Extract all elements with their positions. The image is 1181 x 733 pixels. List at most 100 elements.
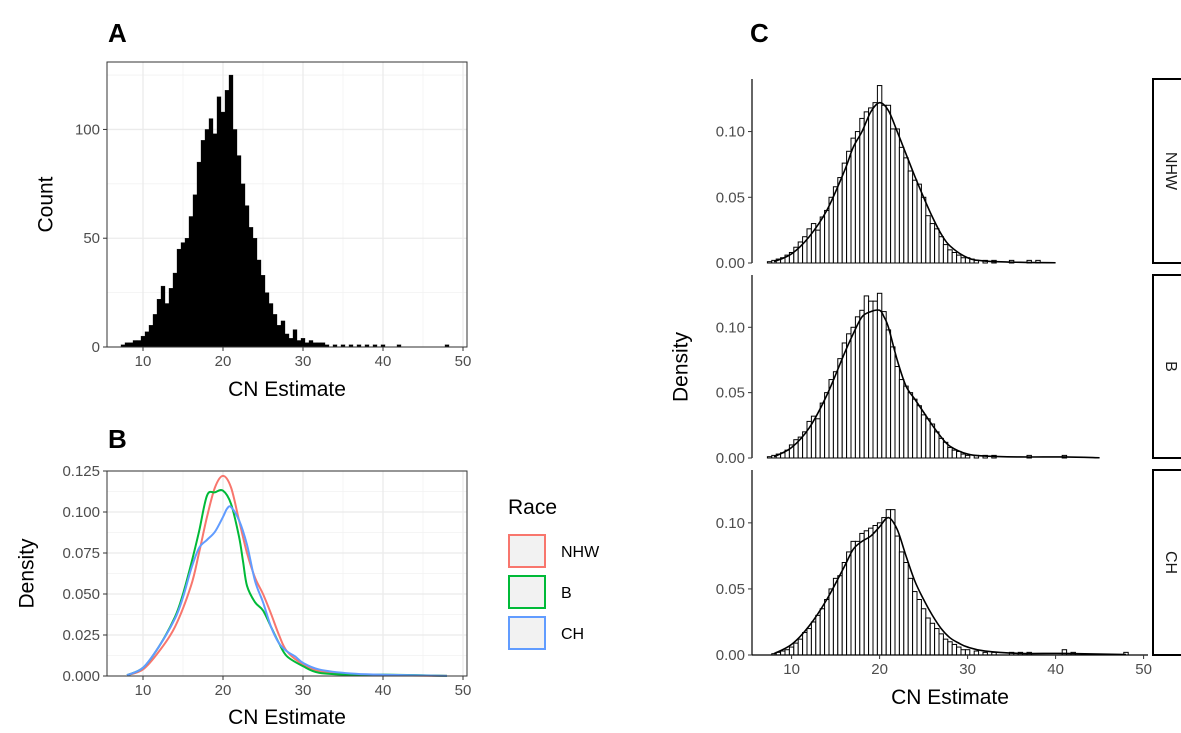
histogram-bar (916, 405, 922, 459)
histogram-bar (180, 242, 186, 348)
histogram-bar (766, 261, 773, 264)
race-legend: Race NHW B CH (508, 496, 600, 650)
histogram-bar (934, 628, 940, 656)
panel-b-x-tick-label: 30 (295, 682, 312, 699)
histogram-bar (828, 588, 834, 656)
histogram-bar (176, 248, 182, 348)
histogram-bar (164, 303, 170, 348)
facet-y-tick-label: 0.10 (716, 319, 745, 336)
histogram-bar (850, 540, 856, 656)
facet-y-tick-label: 0.05 (716, 581, 745, 598)
panel-a-x-tick-label: 20 (215, 353, 232, 370)
histogram-bar (156, 298, 162, 348)
panel-b-x-axis-title: CN Estimate (228, 706, 346, 729)
panel-a-x-axis-title: CN Estimate (228, 378, 346, 401)
histogram-bar (934, 431, 940, 459)
histogram-bar (208, 118, 214, 348)
histogram-bar (124, 342, 130, 348)
histogram-bar (815, 418, 821, 459)
facet-strip (1152, 274, 1181, 459)
facet-y-tick-label: 0.10 (716, 515, 745, 532)
histogram-bar (819, 216, 826, 264)
histogram-bar (832, 371, 839, 459)
histogram-bar (907, 577, 914, 656)
density-curve (773, 309, 1100, 459)
histogram-bar (951, 449, 958, 459)
panel-b-y-tick-label: 0.050 (62, 586, 100, 603)
panel-b-x-tick-label: 20 (215, 682, 232, 699)
histogram-bar (881, 104, 887, 264)
panel-c-x-tick-label: 40 (1047, 661, 1064, 678)
facet-ch: 0.00 0.05 0.10 CH (716, 469, 1181, 664)
legend-key-bg-ch (508, 616, 546, 650)
histogram-bar (810, 621, 817, 656)
histogram-bar (841, 562, 848, 656)
panel-a-y-tick-label: 0 (92, 339, 100, 356)
panel-b-y-tick-label: 0.075 (62, 545, 100, 562)
panel-b-x-tick-label: 10 (135, 682, 152, 699)
histogram-bar (837, 177, 843, 264)
histogram-bar (232, 129, 238, 348)
histogram-bar (903, 385, 909, 459)
histogram-bar (312, 342, 318, 348)
histogram-bar (859, 532, 865, 656)
histogram-bar (854, 540, 861, 656)
histogram-bar (168, 288, 174, 348)
histogram-bar (854, 316, 861, 459)
panel-a-letter: A (108, 18, 127, 48)
histogram-bar (890, 346, 896, 459)
panel-a-x-tick-label: 10 (135, 353, 152, 370)
panel-c-x-tick-label: 10 (783, 661, 800, 678)
panel-b-y-tick-label: 0.025 (62, 627, 100, 644)
histogram-bar (815, 614, 821, 656)
histogram-bar (846, 333, 852, 459)
histogram-bar (832, 577, 839, 656)
histogram-bar (784, 649, 790, 656)
histogram-bar (268, 303, 274, 348)
histogram-bar (876, 522, 883, 656)
histogram-bar (152, 314, 158, 348)
panel-a-y-tick-label: 100 (75, 121, 100, 138)
histogram-bar (925, 418, 931, 459)
histogram-bar (863, 530, 870, 656)
panel-a-y-tick-label: 50 (83, 230, 100, 247)
histogram-bar (832, 186, 839, 264)
histogram-bar (212, 133, 218, 348)
histogram-bar (184, 238, 190, 348)
histogram-bar (136, 340, 142, 348)
panel-c-x-tick-label: 20 (871, 661, 888, 678)
panel-a-x-tick-label: 40 (375, 353, 392, 370)
histogram-bar (942, 638, 949, 656)
histogram-bar (815, 229, 821, 264)
histogram-bar (224, 90, 230, 348)
histogram-bar (876, 85, 883, 264)
histogram-bar (256, 259, 262, 348)
legend-key-ch (508, 616, 546, 650)
histogram-bar (260, 275, 266, 348)
histogram-bar (912, 179, 918, 264)
density-curve (773, 516, 1127, 656)
facet-y-tick-label: 0.00 (716, 255, 745, 272)
histogram-bar (828, 379, 834, 459)
histogram-bar (252, 238, 258, 348)
panel-b-y-tick-label: 0.100 (62, 504, 100, 521)
legend-key-nhw (508, 534, 546, 568)
histogram-bar (885, 329, 892, 459)
histogram-bar (854, 131, 861, 264)
histogram-bar (934, 228, 940, 264)
density-line-nhw (126, 474, 448, 677)
histogram-bar (956, 646, 962, 656)
histogram-bar (850, 326, 856, 459)
panel-b-border (106, 470, 468, 677)
facet-b: 0.00 0.05 0.10 B (716, 274, 1181, 467)
histogram-bar (898, 551, 905, 656)
histogram-bar (196, 161, 202, 348)
histogram-bar (872, 102, 878, 264)
histogram-bar (132, 340, 138, 348)
histogram-bar (872, 300, 878, 459)
histogram-bar (947, 447, 953, 459)
panel-c-x-axis-title: CN Estimate (891, 686, 1009, 709)
facet-strip (1152, 78, 1181, 264)
histogram-bar (859, 309, 865, 459)
